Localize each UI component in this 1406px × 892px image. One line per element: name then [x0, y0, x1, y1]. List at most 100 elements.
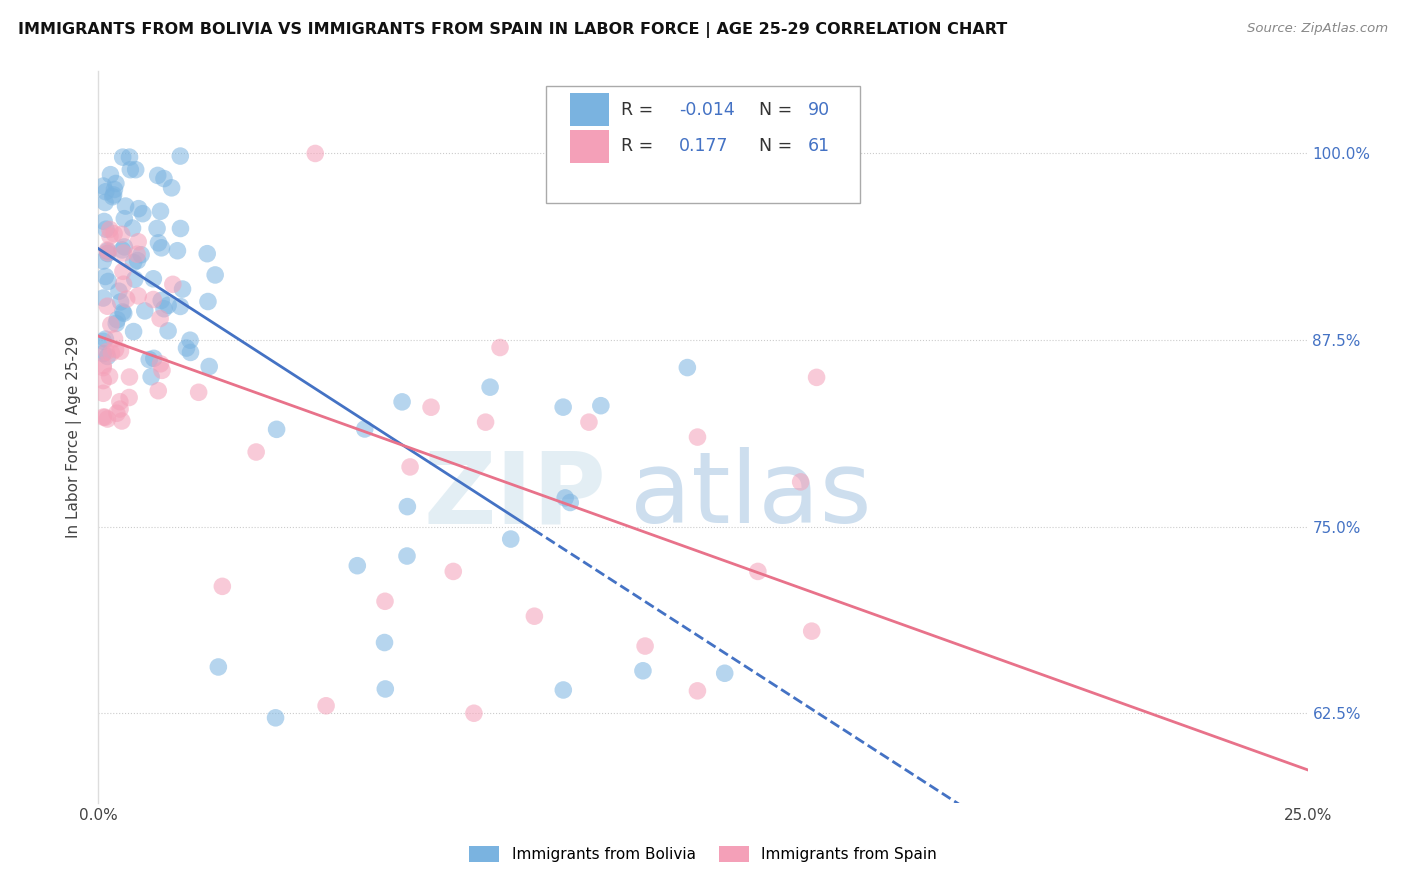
Point [197, 294, 219, 309]
Point [150, 293, 173, 308]
Point [129, 248, 152, 262]
Point [96, 344, 118, 359]
Text: R =: R = [621, 101, 658, 119]
Point [374, 681, 396, 696]
Point [176, 341, 198, 355]
Point [103, 182, 125, 196]
Point [108, 402, 131, 417]
Point [523, 609, 546, 624]
Point [157, 298, 180, 312]
Point [153, 171, 176, 186]
Point [100, 168, 122, 182]
Point [91, 358, 114, 372]
Point [112, 246, 135, 260]
Point [134, 304, 156, 318]
Point [111, 414, 134, 428]
Point [420, 401, 443, 415]
FancyBboxPatch shape [546, 86, 860, 203]
Point [187, 385, 209, 400]
Bar [569, 130, 609, 163]
Point [806, 370, 828, 384]
Point [474, 415, 496, 429]
Point [125, 247, 148, 261]
Point [304, 146, 326, 161]
Point [150, 241, 173, 255]
Point [118, 391, 141, 405]
Point [122, 325, 145, 339]
Point [91, 334, 114, 349]
Point [103, 332, 125, 346]
Point [395, 549, 418, 563]
Point [96, 243, 118, 257]
Point [396, 500, 419, 514]
Point [110, 344, 132, 359]
Point [162, 277, 184, 292]
Point [195, 246, 218, 260]
Text: IMMIGRANTS FROM BOLIVIA VS IMMIGRANTS FROM SPAIN IN LABOR FORCE | AGE 25-29 CORR: IMMIGRANTS FROM BOLIVIA VS IMMIGRANTS FR… [18, 22, 1008, 38]
Point [399, 459, 422, 474]
Point [97, 245, 120, 260]
Point [245, 445, 267, 459]
Point [127, 289, 149, 303]
Point [686, 683, 709, 698]
Point [100, 318, 122, 332]
Point [153, 301, 176, 316]
Point [128, 202, 150, 216]
Point [98, 229, 121, 244]
Point [94, 195, 117, 210]
Point [110, 294, 132, 309]
Point [112, 306, 135, 320]
Point [112, 240, 135, 254]
Point [122, 255, 145, 269]
Point [589, 399, 612, 413]
Point [157, 324, 180, 338]
Point [132, 207, 155, 221]
Point [160, 181, 183, 195]
Point [499, 532, 522, 546]
Text: N =: N = [748, 101, 797, 119]
Point [747, 565, 769, 579]
Point [91, 254, 114, 268]
Point [198, 359, 221, 374]
Point [266, 422, 288, 436]
Point [346, 558, 368, 573]
Point [98, 369, 121, 384]
Text: 61: 61 [808, 137, 831, 155]
Point [96, 412, 118, 426]
Point [169, 149, 191, 163]
Point [713, 666, 735, 681]
Point [111, 264, 134, 278]
Point [148, 384, 170, 398]
Point [124, 272, 146, 286]
Point [111, 150, 134, 164]
Point [553, 683, 575, 698]
Text: 0.177: 0.177 [679, 137, 728, 155]
Text: Source: ZipAtlas.com: Source: ZipAtlas.com [1247, 22, 1388, 36]
Legend: Immigrants from Bolivia, Immigrants from Spain: Immigrants from Bolivia, Immigrants from… [463, 840, 943, 868]
Point [172, 282, 194, 296]
Point [112, 211, 135, 226]
Point [103, 227, 125, 241]
Point [139, 369, 162, 384]
Point [179, 333, 201, 347]
Y-axis label: In Labor Force | Age 25-29: In Labor Force | Age 25-29 [66, 336, 83, 538]
Point [96, 350, 118, 364]
Point [127, 235, 149, 249]
Point [374, 594, 396, 608]
Point [94, 185, 117, 199]
Point [118, 150, 141, 164]
Point [264, 711, 287, 725]
Point [211, 579, 233, 593]
Point [207, 660, 229, 674]
Point [391, 395, 413, 409]
Point [479, 380, 502, 394]
Point [114, 199, 136, 213]
Point [489, 341, 512, 355]
Point [115, 292, 138, 306]
Point [105, 406, 128, 420]
Point [463, 706, 485, 721]
Point [111, 243, 134, 257]
Point [204, 268, 226, 282]
Point [111, 227, 134, 242]
Point [104, 343, 127, 357]
